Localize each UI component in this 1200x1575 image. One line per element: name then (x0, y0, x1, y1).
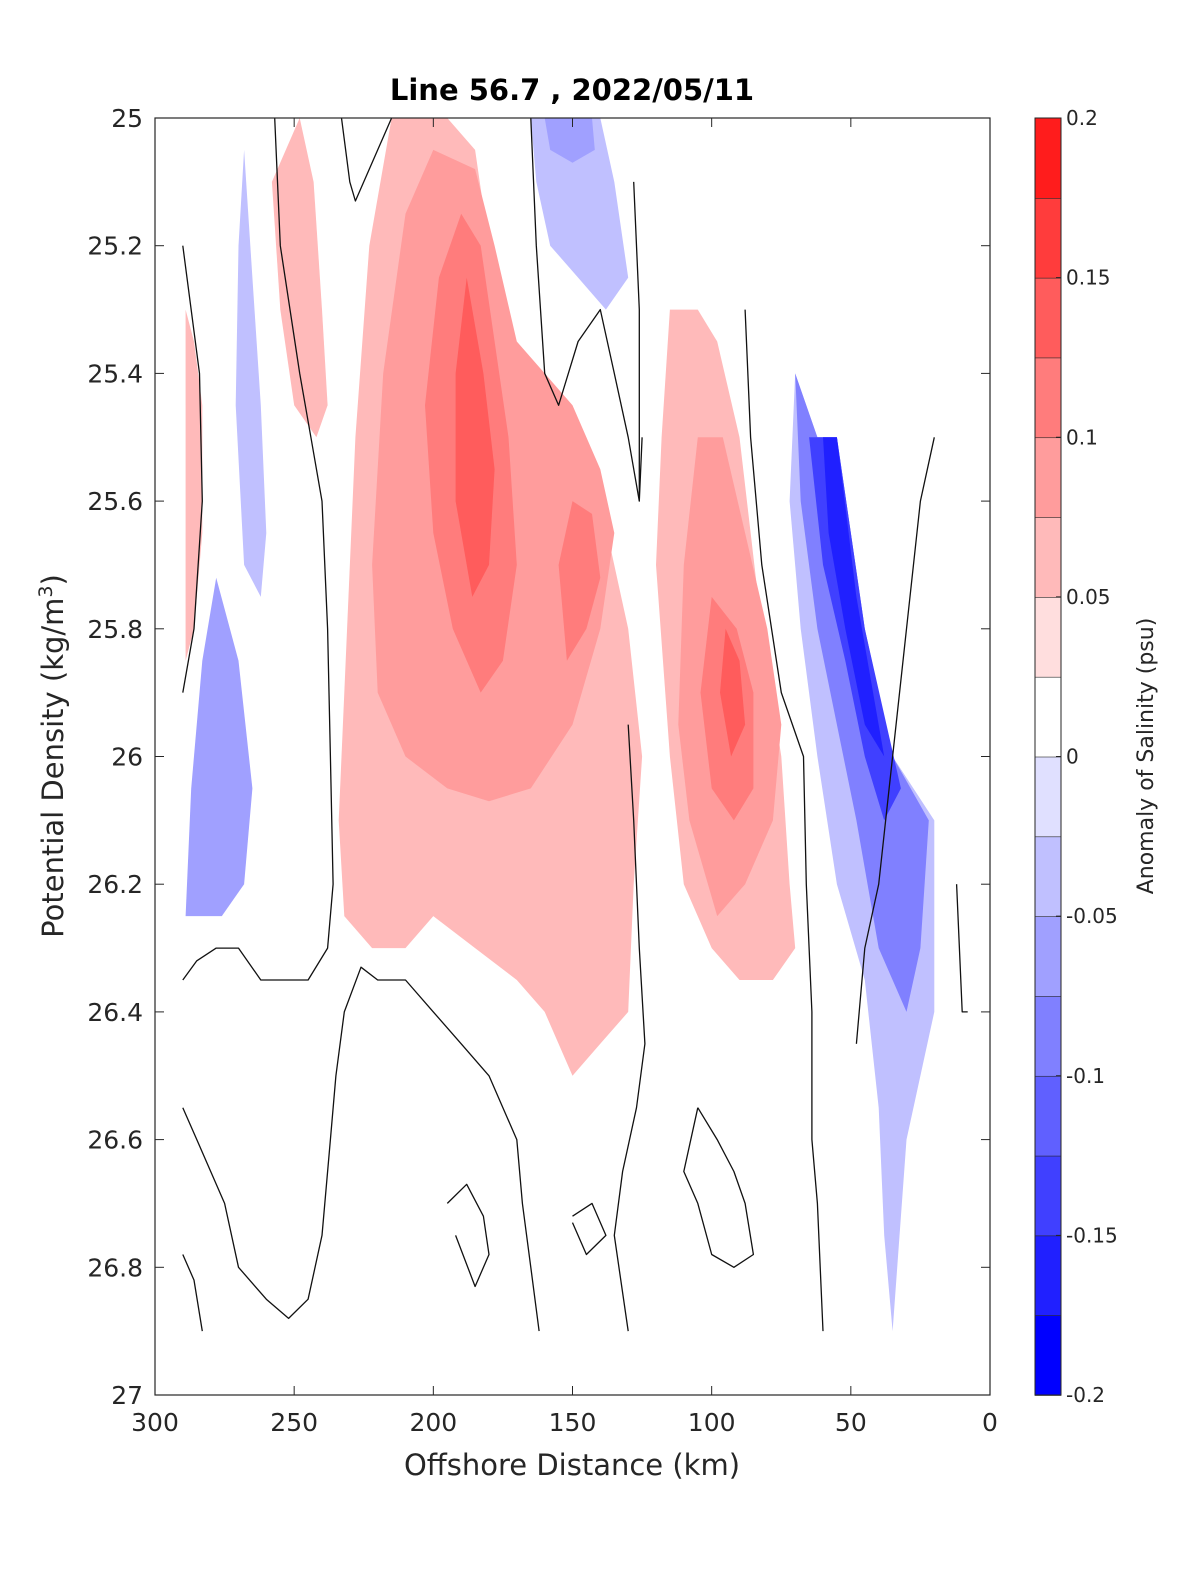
region-main-positive-max (455, 277, 495, 597)
colorbar-segment-3 (1034, 1075, 1062, 1157)
colorbar-segment-7 (1034, 756, 1062, 838)
zero-contour-6 (613, 724, 646, 1332)
x-tick-label-150: 150 (549, 1408, 597, 1437)
region-mid-positive-core (558, 501, 601, 661)
colorbar-tick-label-0.05: 0.05 (1066, 585, 1111, 609)
colorbar-segment-1 (1034, 1235, 1062, 1316)
region-west-negative-core (185, 577, 253, 917)
y-tick-label-27: 27 (111, 1381, 143, 1410)
colorbar: 0.2 0.15 0.1 0.05 0 -0.05 -0.1 -0.15 -0.2 Anomal… (1034, 106, 1159, 1407)
y-tick-label-26.8: 26.8 (87, 1253, 143, 1282)
colorbar-tick-label--0.05: -0.05 (1066, 904, 1118, 928)
y-tick-label-26.4: 26.4 (87, 998, 143, 1027)
zero-contour-1 (182, 118, 334, 981)
region-north-negative-top-core (544, 118, 595, 163)
zero-contour-8 (182, 1254, 203, 1332)
y-tick-label-26.2: 26.2 (87, 870, 143, 899)
zero-contour-9 (446, 1183, 490, 1288)
y-axis-label-end: ) (36, 574, 70, 585)
region-nearshore-positive-max (720, 628, 746, 757)
colorbar-segment-9 (1034, 596, 1062, 678)
y-tick-label-25: 25 (111, 104, 143, 133)
colorbar-ticks: 0.2 0.15 0.1 0.05 0 -0.05 -0.1 -0.15 -0.2 (1056, 106, 1118, 1407)
zero-contour-7 (182, 966, 540, 1332)
colorbar-tick-label-0.1: 0.1 (1066, 425, 1098, 449)
colorbar-tick-label-0.15: 0.15 (1066, 266, 1111, 290)
colorbar-segments (1034, 117, 1062, 1396)
plot-area: 300 250 200 150 100 50 0 2525.225.425.625.8262… (87, 104, 998, 1437)
colorbar-segment-6 (1034, 836, 1062, 917)
x-tick-label-100: 100 (688, 1408, 736, 1437)
zero-contour-lines (182, 118, 968, 1332)
y-axis-label: Potential Density (kg/m3) (35, 574, 70, 938)
zero-contour-0 (182, 245, 203, 693)
region-west-negative-upper (235, 149, 267, 597)
colorbar-tick-label--0.2: -0.2 (1066, 1383, 1105, 1407)
zero-contour-4 (633, 181, 640, 502)
x-axis-label: Offshore Distance (km) (404, 1448, 740, 1482)
colorbar-segment-14 (1034, 197, 1062, 279)
y-axis-label-superscript: 3 (35, 585, 57, 597)
region-north-negative-top (530, 118, 629, 310)
zero-contour-13 (955, 884, 968, 1013)
y-tick-label-25.6: 25.6 (87, 487, 143, 516)
region-shelf-break-positive (271, 118, 328, 438)
zero-contour-3 (530, 118, 643, 502)
y-tick-label-26.6: 26.6 (87, 1126, 143, 1155)
colorbar-tick-label-0: 0 (1066, 745, 1079, 769)
colorbar-segment-5 (1034, 915, 1062, 997)
colorbar-segment-8 (1034, 676, 1062, 758)
y-tick-label-25.8: 25.8 (87, 615, 143, 644)
y-axis-label-main: Potential Density (kg/m (36, 598, 70, 938)
x-tick-label-50: 50 (835, 1408, 867, 1437)
zero-contour-11 (683, 1107, 755, 1268)
colorbar-segment-15 (1034, 117, 1062, 199)
x-tick-label-300: 300 (131, 1408, 179, 1437)
colorbar-segment-4 (1034, 995, 1062, 1077)
y-tick-label-26: 26 (111, 743, 143, 772)
y-tick-label-25.4: 25.4 (87, 359, 143, 388)
colorbar-tick-label--0.1: -0.1 (1066, 1064, 1105, 1088)
anomaly-regions (185, 118, 935, 1332)
colorbar-segment-10 (1034, 516, 1062, 598)
zero-contour-12 (855, 437, 935, 1044)
colorbar-label: Anomaly of Salinity (psu) (1134, 618, 1159, 895)
colorbar-segment-12 (1034, 357, 1062, 439)
x-tick-label-250: 250 (270, 1408, 318, 1437)
y-tick-label-25.2: 25.2 (87, 232, 143, 261)
colorbar-segment-13 (1034, 277, 1062, 359)
y-axis-ticks: 25 25.2 25.4 25.6 25.8 26 26.2 26.4 26.6 26.8 27 (87, 104, 990, 1410)
colorbar-segment-11 (1034, 436, 1062, 518)
colorbar-segment-0 (1034, 1314, 1062, 1396)
chart-title: Line 56.7 , 2022/05/11 (390, 73, 754, 107)
x-tick-label-0: 0 (982, 1408, 998, 1437)
zero-contour-5 (744, 309, 824, 1332)
x-tick-label-200: 200 (409, 1408, 457, 1437)
colorbar-tick-label--0.15: -0.15 (1066, 1223, 1118, 1247)
colorbar-segment-2 (1034, 1155, 1062, 1237)
colorbar-tick-label-0.2: 0.2 (1066, 106, 1098, 130)
zero-contour-10 (571, 1202, 607, 1256)
x-axis-ticks: 300 250 200 150 100 50 0 (131, 118, 998, 1437)
zero-contour-2 (340, 118, 393, 202)
region-coastal-negative-max (823, 437, 885, 757)
